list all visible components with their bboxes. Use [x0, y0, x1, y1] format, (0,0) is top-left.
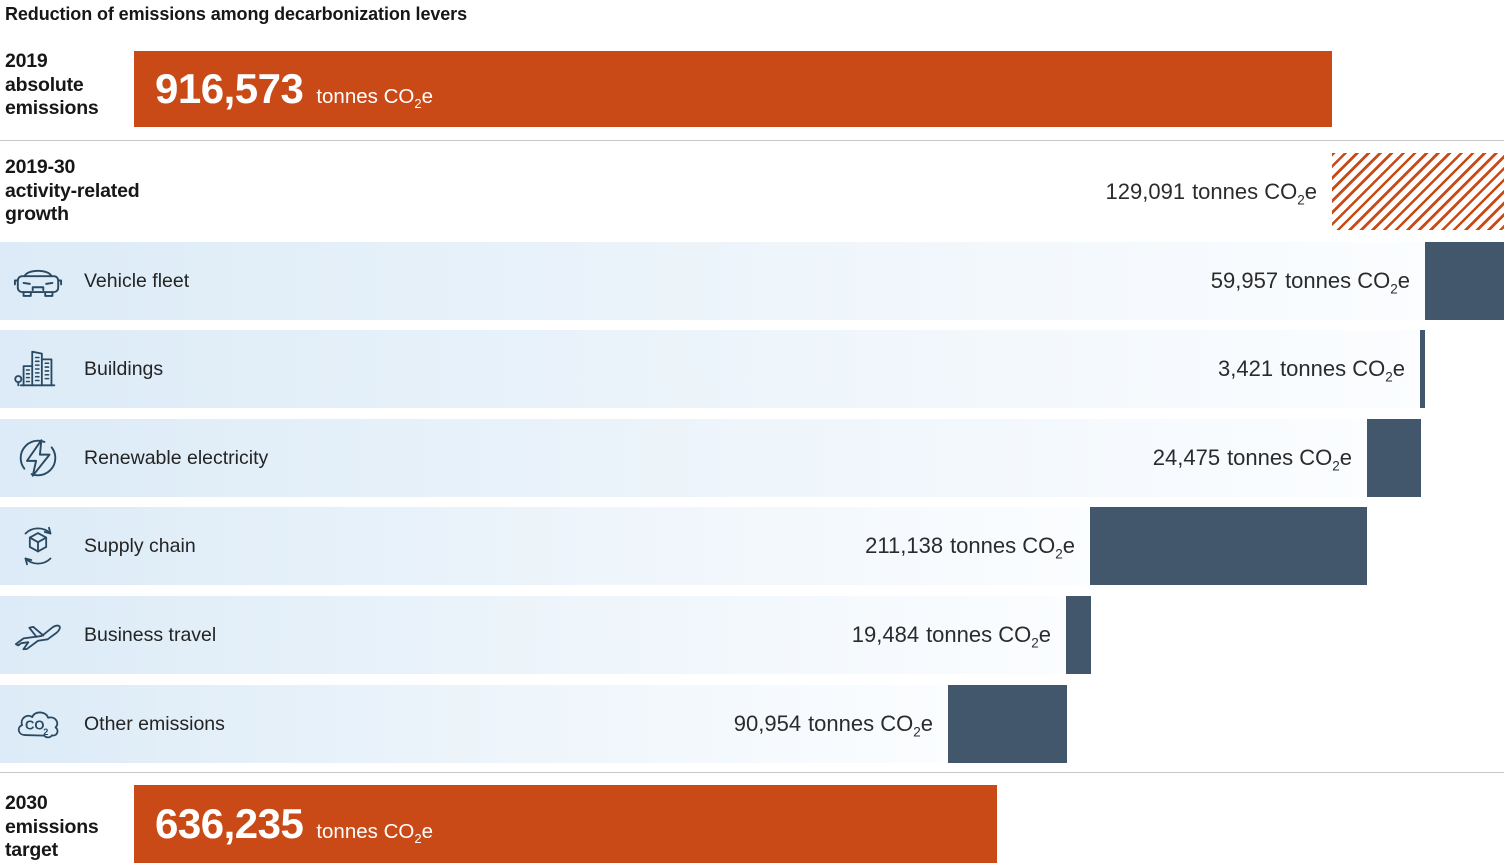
- section-divider-top: [0, 140, 1504, 141]
- lever-bar-renewable-electricity: [1367, 419, 1421, 497]
- bar-value: 636,235: [155, 800, 304, 847]
- bar-value-group: 916,573 tonnes CO2e: [134, 65, 433, 113]
- lever-row-supply-chain: Supply chain 211,138 tonnes CO2e: [0, 507, 1504, 585]
- value-unit: tonnes CO2e: [808, 711, 933, 740]
- bar-2030-emissions-target: 636,235 tonnes CO2e: [134, 785, 997, 863]
- lever-label: Supply chain: [84, 534, 196, 557]
- row-background: [0, 419, 1367, 497]
- lever-bar-supply-chain: [1090, 507, 1367, 585]
- label-line: 2019: [5, 50, 48, 72]
- lever-value-label: 211,138 tonnes CO2e: [865, 507, 1075, 585]
- car-icon: [13, 256, 63, 306]
- value-unit: tonnes CO2e: [950, 533, 1075, 562]
- lever-value-label: 24,475 tonnes CO2e: [1153, 419, 1352, 497]
- value-unit: tonnes CO2e: [1285, 268, 1410, 297]
- airplane-icon: [13, 610, 63, 660]
- label-line: 2030: [5, 792, 48, 814]
- co2-cloud-icon: CO 2: [13, 699, 63, 749]
- bar-unit: tonnes CO2e: [316, 85, 433, 112]
- lever-value-label: 3,421 tonnes CO2e: [1218, 330, 1405, 408]
- svg-text:CO: CO: [25, 717, 44, 732]
- bar-unit: tonnes CO2e: [316, 820, 433, 847]
- label-line: absolute: [5, 73, 84, 96]
- bar-value: 916,573: [155, 65, 304, 112]
- value-unit: tonnes CO2e: [1227, 445, 1352, 474]
- lever-label: Business travel: [84, 623, 217, 646]
- chart-title: Reduction of emissions among decarboniza…: [5, 4, 467, 24]
- label-line: emissions: [5, 97, 99, 119]
- section-divider-bottom: [0, 772, 1504, 773]
- lever-bar-other-emissions: [948, 685, 1067, 763]
- row-background: [0, 242, 1425, 320]
- lever-value-label: 59,957 tonnes CO2e: [1211, 242, 1410, 320]
- bar-2019-absolute-emissions: 916,573 tonnes CO2e: [134, 51, 1332, 127]
- label-line: growth: [5, 203, 69, 225]
- value-number: 24,475: [1152, 445, 1221, 470]
- cube-cycle-icon: [13, 521, 63, 571]
- label-activity-related-growth: 2019-30 activity-related growth: [5, 156, 140, 227]
- value-number: 3,421: [1218, 356, 1274, 381]
- lever-bar-business-travel: [1066, 596, 1091, 674]
- lever-label: Vehicle fleet: [84, 269, 190, 292]
- lever-bar-vehicle-fleet: [1425, 242, 1504, 320]
- lever-value-label: 90,954 tonnes CO2e: [734, 685, 933, 763]
- svg-text:2: 2: [43, 727, 48, 737]
- lever-bar-buildings: [1420, 330, 1425, 408]
- row-background: [0, 330, 1420, 408]
- label-line: activity-related: [5, 179, 140, 202]
- lever-label: Buildings: [84, 357, 164, 380]
- value-number: 90,954: [733, 711, 802, 736]
- lever-label: Other emissions: [84, 712, 225, 735]
- label-line: 2019-30: [5, 156, 76, 178]
- value-number: 19,484: [851, 622, 920, 647]
- value-number: 129,091: [1105, 178, 1186, 204]
- label-2030-emissions-target: 2030 emissions target: [5, 792, 99, 863]
- row-background: [0, 596, 1066, 674]
- value-unit: tonnes CO2e: [926, 622, 1051, 651]
- value-unit: tonnes CO2e: [1280, 356, 1405, 385]
- lever-row-other-emissions: CO 2 Other emissions 90,954 tonnes CO2e: [0, 685, 1504, 763]
- row-background: [0, 685, 948, 763]
- bar-value-group: 636,235 tonnes CO2e: [134, 800, 433, 848]
- row-background: [0, 507, 1090, 585]
- lever-row-renewable-electricity: Renewable electricity 24,475 tonnes CO2e: [0, 419, 1504, 497]
- label-2019-absolute-emissions: 2019 absolute emissions: [5, 50, 99, 121]
- label-line: target: [5, 839, 58, 861]
- buildings-icon: [13, 344, 63, 394]
- label-line: emissions: [5, 815, 99, 838]
- value-number: 211,138: [865, 533, 944, 558]
- lever-row-business-travel: Business travel 19,484 tonnes CO2e: [0, 596, 1504, 674]
- lightning-circle-icon: [13, 433, 63, 483]
- growth-value-label: 129,091 tonnes CO2e: [1106, 153, 1317, 230]
- lever-row-buildings: Buildings 3,421 tonnes CO2e: [0, 330, 1504, 408]
- lever-label: Renewable electricity: [84, 446, 269, 469]
- value-number: 59,957: [1210, 268, 1279, 293]
- bar-growth-hatched: [1332, 153, 1504, 230]
- lever-value-label: 19,484 tonnes CO2e: [852, 596, 1051, 674]
- lever-row-vehicle-fleet: Vehicle fleet 59,957 tonnes CO2e: [0, 242, 1504, 320]
- value-unit: tonnes CO2e: [1192, 178, 1317, 207]
